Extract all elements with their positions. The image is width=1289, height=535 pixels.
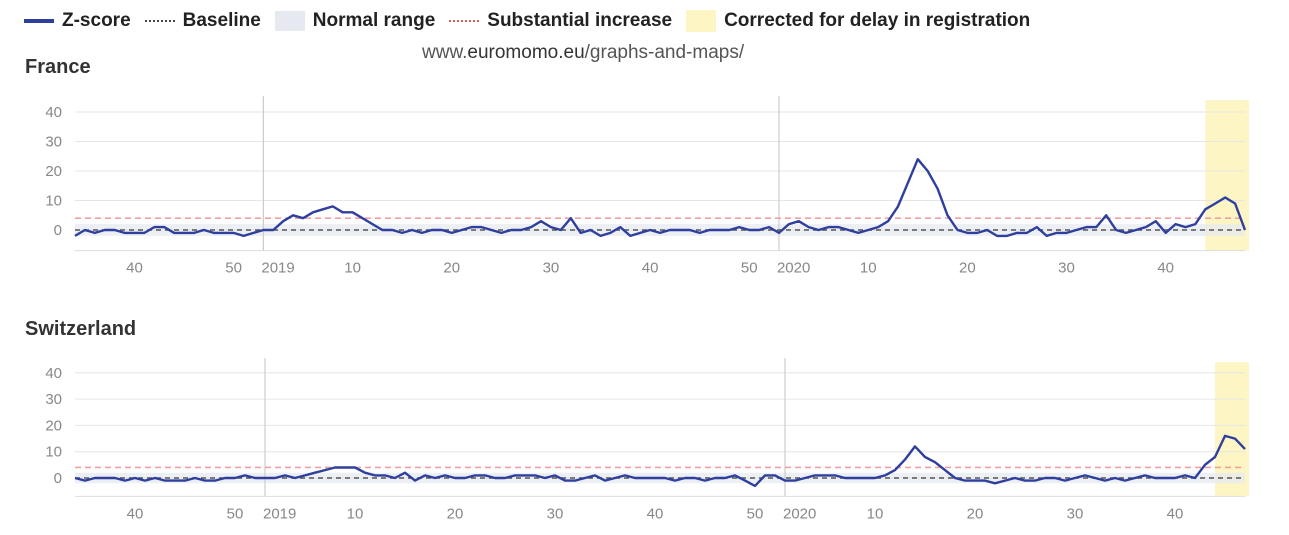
x-tick-label: 30 — [543, 260, 560, 277]
x-tick-label: 30 — [547, 505, 564, 522]
source-url-path: /graphs-and-maps/ — [584, 42, 745, 63]
y-tick-label: 0 — [54, 222, 62, 239]
x-tick-label: 40 — [1167, 505, 1184, 522]
y-tick-label: 20 — [45, 417, 62, 434]
y-tick-label: 30 — [45, 134, 62, 151]
source-url: www.euromomo.eu/graphs-and-maps/ — [422, 42, 744, 64]
x-tick-label: 40 — [647, 505, 664, 522]
x-tick-label: 2019 — [261, 260, 294, 277]
legend-label: Baseline — [182, 10, 261, 31]
x-tick-label: 50 — [227, 505, 244, 522]
legend-item: Substantial increase — [449, 10, 672, 32]
legend-item: Z-score — [24, 10, 131, 32]
x-tick-label: 20 — [443, 260, 460, 277]
x-tick-label: 2020 — [783, 505, 816, 522]
legend: Z-score Baseline Normal range Substantial i… — [24, 8, 1044, 34]
legend-swatch — [686, 10, 717, 32]
x-tick-label: 40 — [126, 260, 143, 277]
y-tick-label: 40 — [45, 365, 62, 382]
y-tick-label: 10 — [45, 193, 62, 210]
y-tick-label: 40 — [45, 104, 62, 121]
chart-france: 0 10 20 30 40 40 50 2019 10 20 30 40 50 2020 10 20 30 40 — [45, 96, 1249, 277]
legend-swatch — [24, 19, 54, 23]
x-tick-label: 20 — [447, 505, 464, 522]
x-tick-label: 40 — [127, 505, 144, 522]
legend-item: Normal range — [274, 10, 436, 32]
x-tick-label: 20 — [967, 505, 984, 522]
x-tick-label: 10 — [347, 505, 364, 522]
legend-swatch — [449, 20, 480, 22]
legend-swatch — [274, 11, 305, 31]
x-tick-label: 2019 — [263, 505, 296, 522]
zscore-series-line — [74, 434, 1246, 488]
y-tick-label: 20 — [45, 163, 62, 180]
y-tick-label: 30 — [45, 391, 62, 408]
chart-switzerland: 0 10 20 30 40 40 50 2019 10 20 30 40 50 2020 10 20 30 40 — [45, 358, 1249, 522]
chart-title-switzerland: Switzerland — [25, 318, 137, 340]
x-tick-label: 2020 — [777, 260, 810, 277]
legend-label: Corrected for delay in registration — [724, 10, 1031, 31]
x-tick-label: 50 — [747, 505, 764, 522]
chart-title-france: France — [25, 56, 91, 78]
x-tick-label: 40 — [642, 260, 659, 277]
x-tick-label: 20 — [959, 260, 976, 277]
x-tick-label: 30 — [1058, 260, 1075, 277]
zscore-series-line — [74, 157, 1247, 238]
source-url-domain: euromomo.eu — [467, 42, 585, 63]
legend-label: Normal range — [312, 10, 436, 31]
x-tick-label: 50 — [741, 260, 758, 277]
x-tick-label: 10 — [860, 260, 877, 277]
y-tick-label: 0 — [54, 470, 62, 487]
legend-label: Substantial increase — [487, 10, 673, 31]
y-tick-label: 10 — [45, 444, 62, 461]
legend-swatch — [144, 20, 175, 22]
x-tick-label: 40 — [1157, 260, 1174, 277]
x-tick-label: 10 — [344, 260, 361, 277]
x-tick-label: 30 — [1067, 505, 1084, 522]
source-url-prefix: www. — [422, 42, 468, 63]
legend-label: Z-score — [62, 10, 131, 31]
legend-item: Baseline — [144, 10, 261, 32]
x-tick-label: 10 — [867, 505, 884, 522]
legend-item: Corrected for delay in registration — [686, 10, 1030, 32]
x-tick-label: 50 — [225, 260, 242, 277]
